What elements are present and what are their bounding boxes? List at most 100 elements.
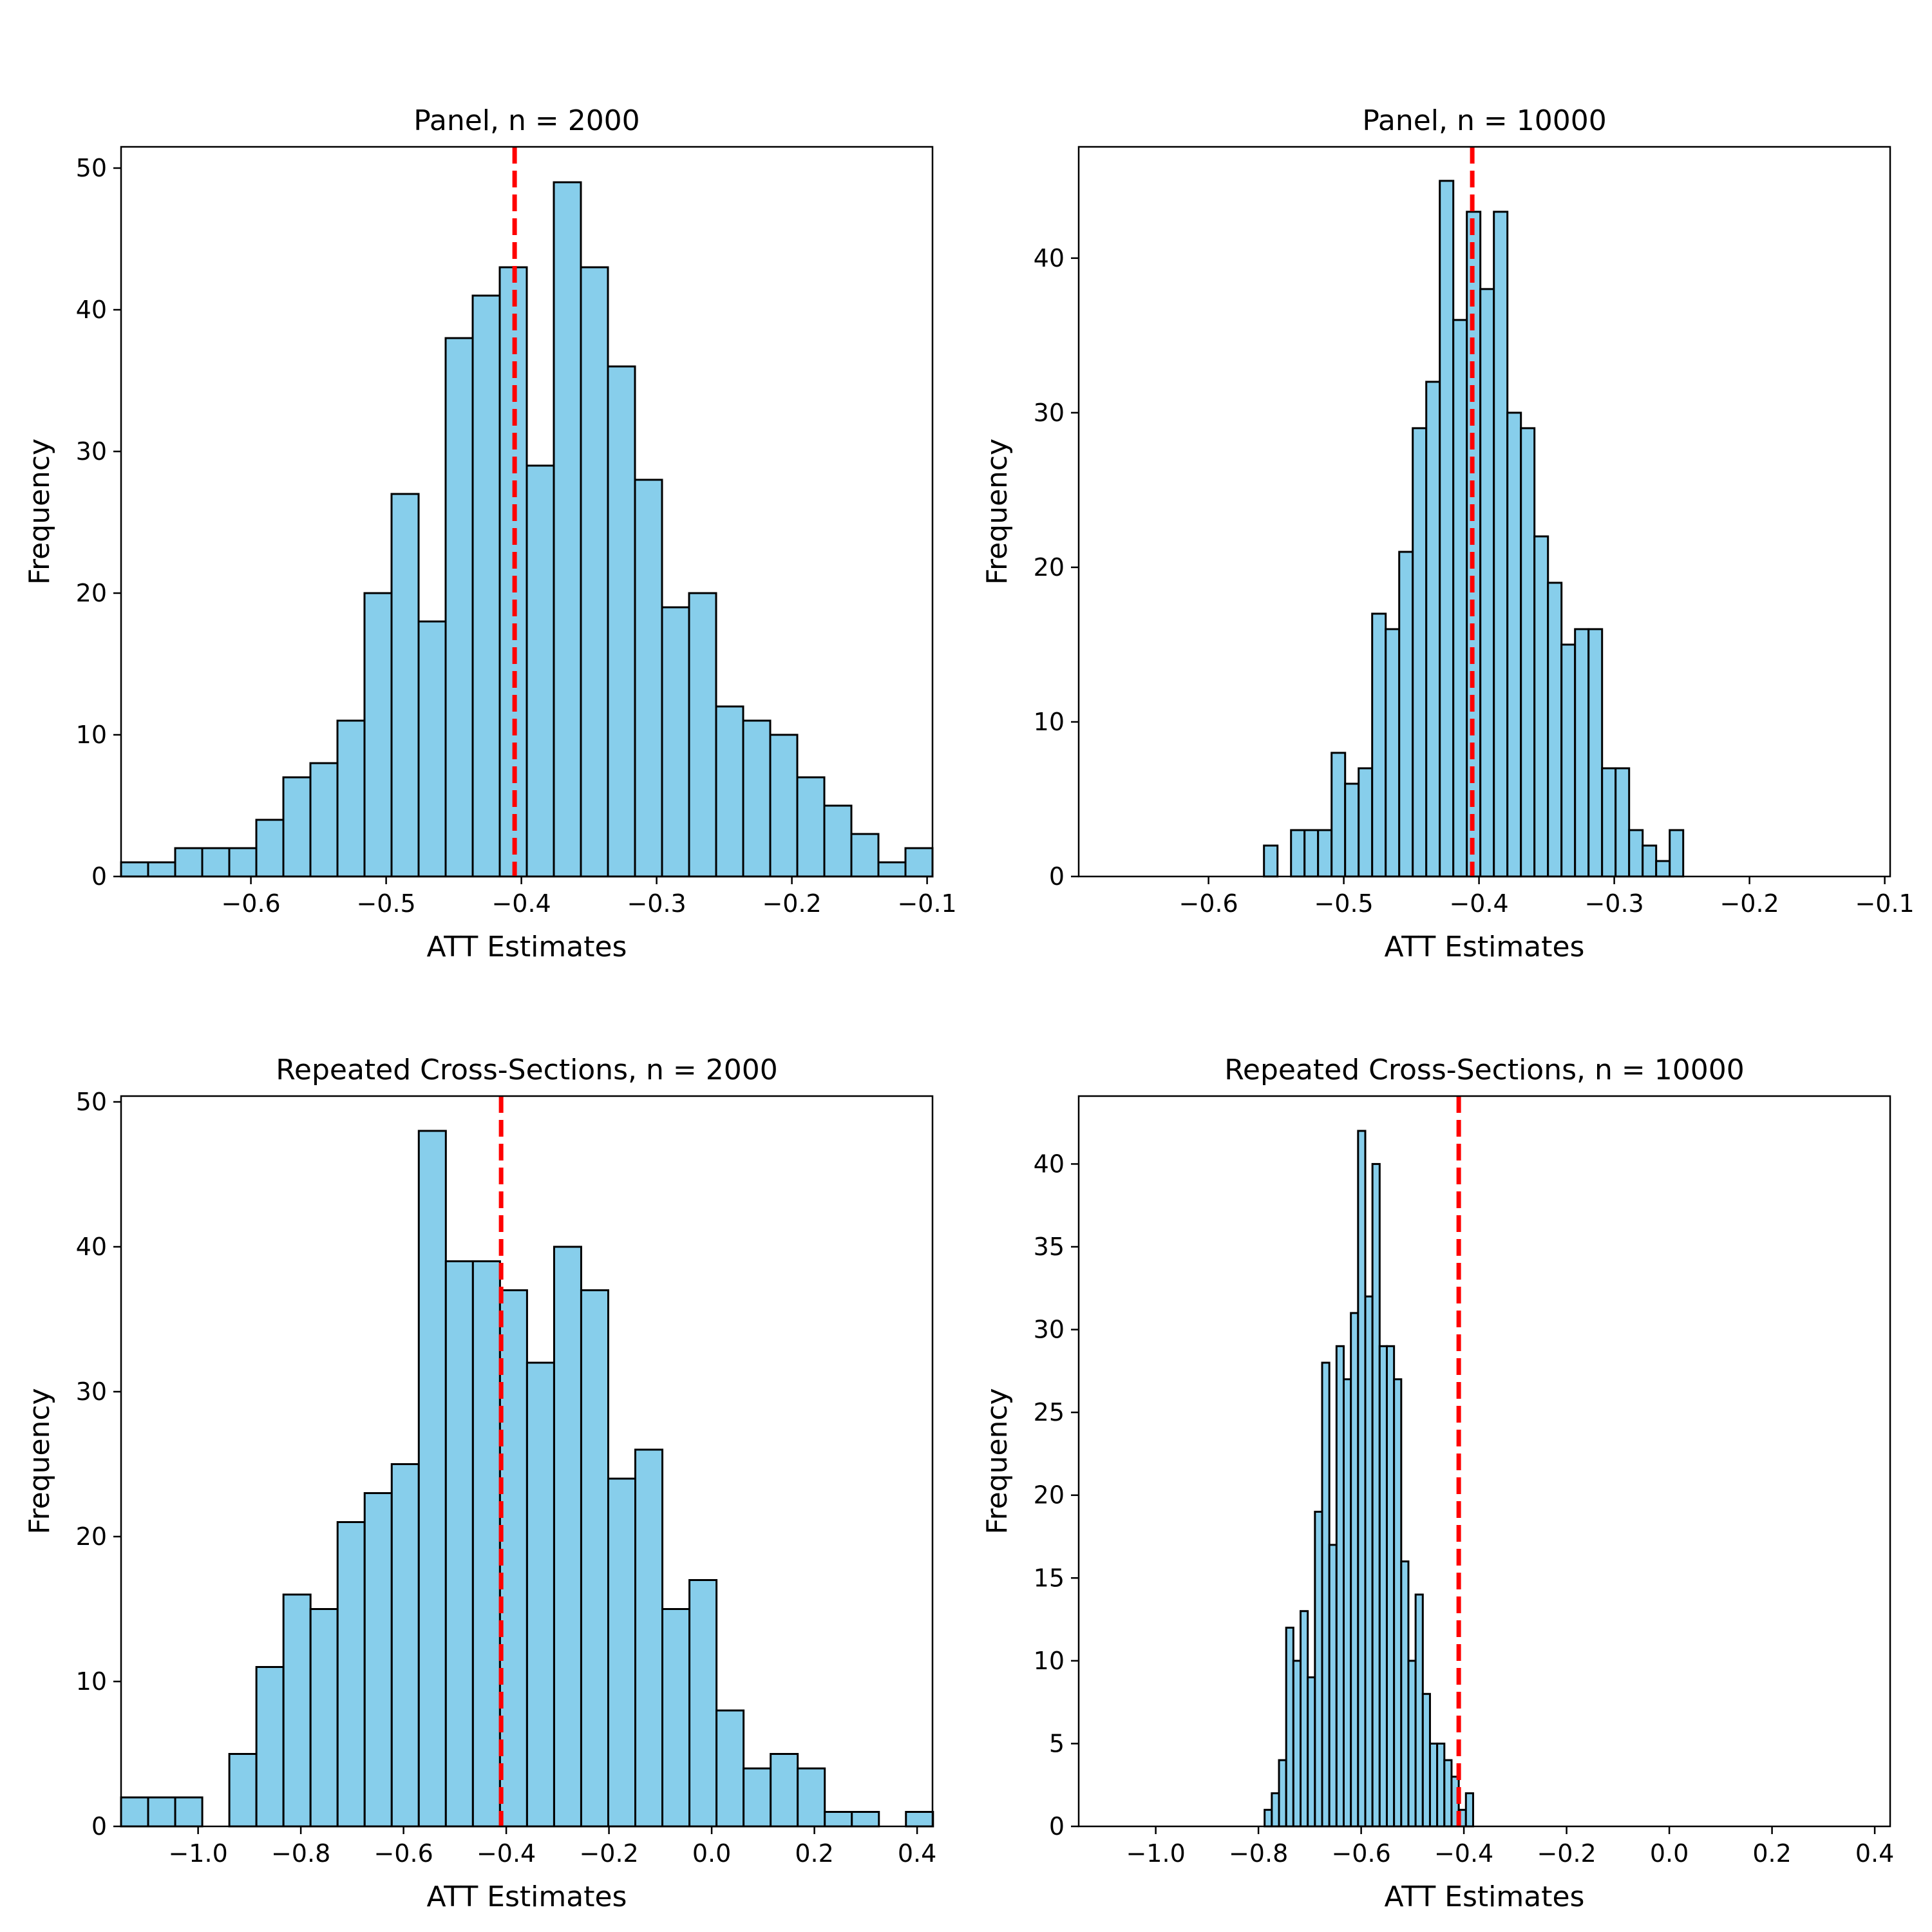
histogram-bar — [1300, 1610, 1309, 1828]
histogram-bar — [634, 478, 663, 878]
histogram-bar — [1436, 1742, 1446, 1828]
y-tick-label: 0 — [91, 862, 107, 891]
histogram-bar — [1425, 381, 1441, 878]
x-tick-label: −1.0 — [1126, 1839, 1185, 1868]
histogram-bar — [390, 493, 420, 878]
histogram-bar — [444, 1260, 474, 1828]
histogram-bar — [1547, 582, 1563, 878]
histogram-bar — [797, 1767, 826, 1828]
x-tick-label: −0.6 — [1179, 889, 1238, 918]
histogram-bar — [336, 1521, 366, 1828]
histogram-bar — [174, 1796, 204, 1828]
histogram-bar — [228, 1753, 258, 1828]
histogram-bar — [120, 861, 149, 878]
x-axis-label: ATT Estimates — [427, 1880, 627, 1913]
histogram-bar — [1439, 180, 1455, 878]
x-tick-label: −0.1 — [1855, 889, 1914, 918]
y-tick-label: 0 — [1049, 1812, 1065, 1841]
histogram-bar — [228, 847, 258, 878]
axes-frame — [120, 1095, 934, 1828]
histogram-bar — [1264, 1808, 1273, 1828]
histogram-bar — [1655, 860, 1671, 878]
y-tick-label: 15 — [1034, 1564, 1065, 1592]
histogram-bar — [661, 1608, 691, 1828]
histogram-bar — [1533, 535, 1549, 878]
y-tick-label: 0 — [1049, 862, 1065, 891]
histogram-bar — [201, 847, 231, 878]
histogram-bar — [1378, 1345, 1388, 1828]
histogram-bar — [1400, 1560, 1410, 1828]
histogram-bar — [498, 1289, 528, 1828]
histogram-bar — [607, 1477, 637, 1828]
x-tick-label: −0.5 — [1314, 889, 1373, 918]
x-axis-label: ATT Estimates — [1385, 1880, 1585, 1913]
histogram-bar — [282, 1593, 312, 1828]
histogram-bar — [417, 620, 447, 878]
y-tick-label: 40 — [1034, 1150, 1065, 1178]
y-tick-label: 5 — [1049, 1729, 1065, 1757]
axes-frame — [120, 146, 934, 878]
y-axis-label: Frequency — [981, 439, 1014, 585]
histogram-bar — [1285, 1626, 1294, 1828]
histogram-bar — [607, 365, 636, 878]
y-tick-label: 10 — [1034, 708, 1065, 736]
x-tick-label: −1.0 — [168, 1839, 227, 1868]
histogram-bar — [1307, 1676, 1316, 1828]
x-tick-label: −0.4 — [1449, 889, 1508, 918]
histogram-bar — [255, 819, 285, 878]
histogram-bar — [580, 266, 609, 878]
x-tick-label: −0.6 — [374, 1839, 433, 1868]
histogram-bar — [1292, 1660, 1302, 1828]
chart-panel-4: −1.0 −0.8 −0.6 −0.4 −0.2 0.0 0.2 0.4 0 5 10 15 20 25 3… — [981, 1054, 1894, 1913]
x-tick-label: −0.2 — [579, 1839, 638, 1868]
x-tick-label: −0.6 — [1331, 1839, 1390, 1868]
x-tick-label: −0.2 — [1719, 889, 1779, 918]
y-tick-label: 40 — [76, 1233, 107, 1261]
histogram-bar — [1443, 1759, 1453, 1828]
x-tick-label: −0.4 — [1434, 1839, 1493, 1868]
y-tick-label: 20 — [1034, 553, 1065, 582]
y-tick-label: 35 — [1034, 1233, 1065, 1261]
histogram-bar — [743, 1767, 772, 1828]
y-tick-label: 10 — [76, 721, 107, 749]
histogram-bar — [905, 1811, 934, 1828]
x-axis-label: ATT Estimates — [1385, 931, 1585, 963]
histogram-bar — [688, 592, 717, 878]
histogram-bar — [1371, 1162, 1381, 1828]
x-tick-label: −0.2 — [762, 889, 821, 918]
histogram-bar — [471, 1260, 501, 1828]
y-tick-label: 0 — [91, 1812, 107, 1841]
histogram-bar — [1412, 427, 1428, 878]
histogram-bar — [174, 847, 204, 878]
histogram-bar — [661, 606, 690, 878]
histogram-bar — [850, 833, 880, 878]
histogram-bar — [120, 1796, 149, 1828]
histogram-bar — [309, 762, 339, 878]
histogram-bar — [309, 1608, 339, 1828]
histogram-bar — [390, 1463, 420, 1828]
histogram-bar — [336, 719, 366, 878]
x-tick-label: −0.8 — [1229, 1839, 1288, 1868]
histogram-bar — [1587, 628, 1604, 878]
x-tick-label: 0.4 — [1855, 1839, 1894, 1868]
histogram-bar — [282, 776, 312, 878]
x-tick-label: −0.1 — [897, 889, 956, 918]
histogram-bar — [1493, 211, 1509, 878]
x-tick-label: −0.4 — [491, 889, 551, 918]
histogram-bar — [147, 861, 176, 878]
histogram-bar — [1669, 829, 1685, 878]
histogram-bar — [1464, 1792, 1474, 1828]
histogram-bar — [1364, 1295, 1374, 1828]
y-tick-label: 40 — [1034, 244, 1065, 272]
histogram-bar — [1317, 829, 1333, 878]
x-tick-label: −0.5 — [356, 889, 415, 918]
histogram-bar — [688, 1579, 718, 1828]
y-axis-label: Frequency — [23, 439, 56, 585]
histogram-bar — [526, 464, 555, 878]
histogram-bar — [1342, 1378, 1352, 1828]
histogram-bar — [1393, 1378, 1403, 1828]
histogram-bar — [1350, 1312, 1359, 1828]
y-tick-label: 20 — [76, 1522, 107, 1551]
histogram-bar — [1278, 1759, 1287, 1828]
histogram-bar — [1601, 767, 1617, 878]
